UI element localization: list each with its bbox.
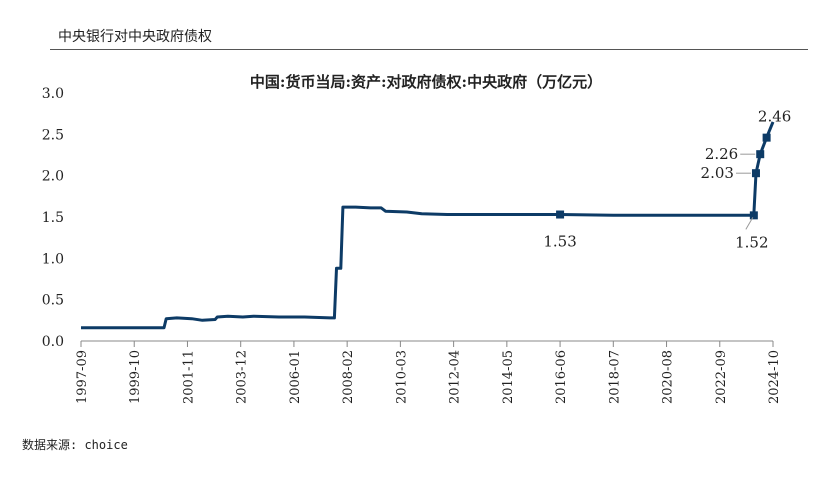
data-point-marker — [756, 150, 765, 159]
data-label: 1.53 — [543, 233, 576, 251]
x-tick-label: 2016-06 — [554, 350, 569, 404]
x-axis: 1997-09 1999-10 2001-11 2003-12 2006-01 2008-… — [75, 340, 782, 404]
marker-layer — [556, 133, 771, 220]
chart-title: 中国:货币当局:资产:对政府债权:中央政府（万亿元） — [250, 73, 602, 91]
y-tick-label: 2.0 — [42, 169, 64, 185]
x-tick-label: 2001-11 — [181, 350, 196, 404]
series-layer — [81, 121, 775, 330]
annotation-leader — [745, 217, 754, 230]
data-point-marker — [751, 169, 760, 178]
data-label: 2.03 — [701, 164, 734, 182]
x-tick-label: 1997-09 — [75, 350, 90, 404]
y-tick-label: 0.0 — [42, 334, 64, 350]
x-tick-label: 2012-04 — [448, 350, 463, 404]
annotation-layer: 1.53 1.52 2.032.26 2.46 — [543, 108, 791, 252]
line-chart: 中国:货币当局:资产:对政府债权:中央政府（万亿元） 0.00.51.01.52… — [42, 73, 792, 404]
y-tick-label: 3.0 — [42, 86, 64, 102]
x-tick-label: 2003-12 — [235, 350, 250, 404]
x-tick-label: 2024-10 — [767, 350, 782, 404]
x-tick-label: 2008-02 — [341, 350, 356, 404]
y-tick-label: 2.5 — [42, 127, 64, 143]
x-tick-label: 2022-09 — [714, 350, 729, 404]
x-tick-label: 1999-10 — [128, 350, 143, 404]
y-tick-label: 0.5 — [42, 293, 64, 309]
y-tick-label: 1.0 — [42, 251, 64, 267]
y-axis: 0.0 0.5 1.0 1.5 2.0 2.5 3.0 — [42, 86, 64, 350]
x-tick-label: 2006-01 — [288, 350, 303, 404]
data-point-marker — [556, 210, 565, 219]
chart-panel: 中国:货币当局:资产:对政府债权:中央政府（万亿元） 0.0 0.5 1.0 1.5 2… — [18, 60, 808, 430]
x-tick-label: 2014-05 — [501, 350, 516, 404]
series-line — [81, 121, 775, 330]
x-tick-label: 2010-03 — [394, 350, 409, 404]
y-tick-label: 1.5 — [42, 210, 64, 226]
data-label: 1.52 — [735, 233, 768, 251]
data-label: 2.46 — [758, 108, 791, 126]
x-tick-label: 2020-08 — [661, 350, 676, 404]
data-point-marker — [749, 211, 758, 220]
data-source-note: 数据来源: choice — [22, 438, 128, 452]
heading-divider — [50, 49, 808, 50]
data-point-marker — [762, 133, 771, 142]
data-label: 2.26 — [705, 145, 738, 163]
x-tick-label: 2018-07 — [607, 350, 622, 404]
page-heading: 中央银行对中央政府债权 — [58, 29, 212, 45]
